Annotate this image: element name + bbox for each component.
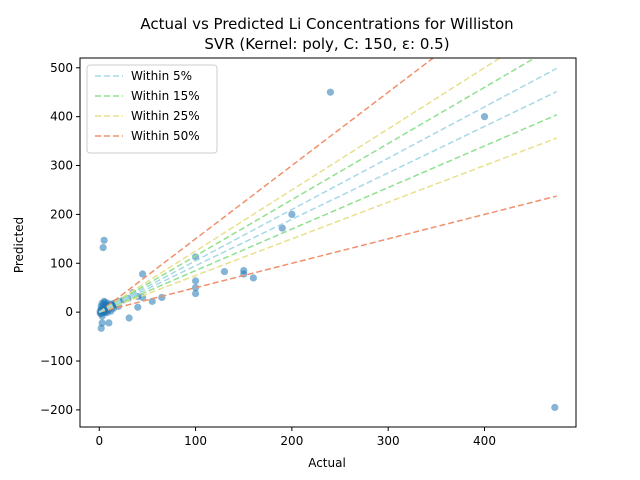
data-point — [98, 319, 106, 327]
y-tick-label: 0 — [65, 305, 73, 319]
data-point — [148, 297, 156, 305]
data-point — [125, 314, 133, 322]
legend-label: Within 50% — [131, 129, 200, 143]
band-line-upper — [98, 58, 435, 313]
data-point — [99, 244, 107, 252]
data-point — [288, 210, 296, 218]
data-point — [326, 88, 335, 96]
band-line-upper — [98, 67, 558, 313]
legend-label: Within 25% — [131, 109, 200, 123]
y-tick-label: −200 — [40, 403, 73, 417]
data-point — [278, 224, 286, 232]
plot-area: 0 100 200 300 400 −200 −100 0 100 200 300 400 500 — [40, 57, 577, 448]
x-tick-label: 400 — [473, 434, 496, 448]
band-line-lower — [98, 90, 558, 313]
legend: Within 5% Within 15% Within 25% Within 50% — [86, 64, 218, 154]
data-point — [139, 270, 147, 278]
data-point — [551, 403, 559, 412]
legend-box — [86, 64, 218, 154]
x-tick-label: 300 — [377, 434, 400, 448]
band-line-lower — [99, 195, 557, 313]
axes-frame — [79, 57, 577, 428]
data-point — [220, 267, 229, 276]
y-tick-label: 300 — [50, 159, 73, 173]
x-tick-label: 200 — [280, 434, 303, 448]
data-point — [249, 274, 257, 282]
band-line-upper — [98, 58, 537, 313]
y-tick-label: −100 — [40, 354, 73, 368]
data-point — [134, 303, 142, 311]
x-tick-label: 100 — [184, 434, 207, 448]
y-tick-label: 400 — [50, 110, 73, 124]
data-point — [105, 319, 113, 327]
data-point — [97, 324, 105, 332]
legend-label: Within 5% — [131, 69, 192, 83]
x-axis-label: Actual — [308, 456, 346, 470]
data-point — [480, 113, 489, 121]
legend-label: Within 15% — [131, 89, 200, 103]
band-line-upper — [98, 58, 502, 313]
y-tick-label: 500 — [50, 61, 73, 75]
band-line-lower — [98, 137, 558, 313]
data-point — [191, 277, 200, 285]
band-line-lower — [98, 114, 558, 313]
chart-subtitle: SVR (Kernel: poly, C: 150, ε: 0.5) — [204, 35, 449, 53]
data-point — [100, 236, 108, 244]
y-tick-label: 100 — [50, 256, 73, 270]
chart-title: Actual vs Predicted Li Concentrations fo… — [140, 15, 513, 33]
data-point — [191, 289, 200, 298]
x-tick-label: 0 — [95, 434, 103, 448]
data-layer — [96, 58, 559, 412]
y-tick-label: 200 — [50, 207, 73, 221]
y-axis-label: Predicted — [12, 217, 26, 273]
